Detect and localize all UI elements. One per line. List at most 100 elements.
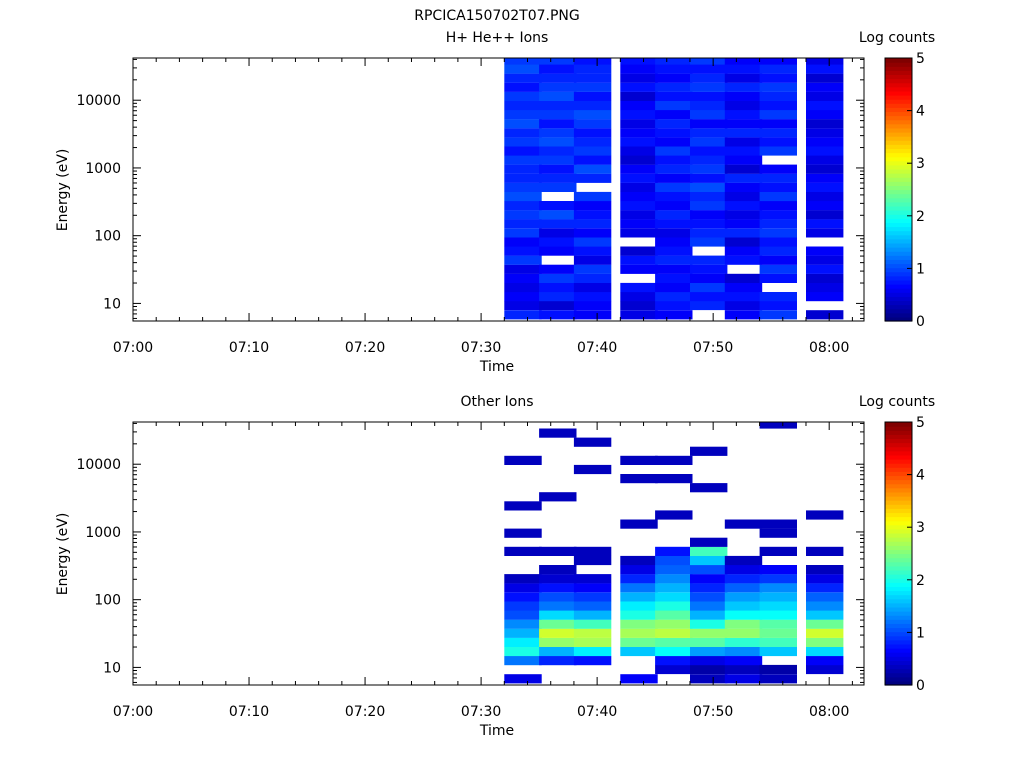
heatmap-cell: [504, 273, 542, 283]
colorbar-swatch: [885, 78, 912, 84]
heatmap-cell: [539, 610, 577, 620]
heatmap-cell: [539, 628, 577, 638]
heatmap-cell: [620, 637, 658, 647]
colorbar-swatch: [885, 197, 912, 203]
heatmap-cell: [806, 100, 844, 111]
heatmap-cell: [620, 82, 658, 92]
heatmap-cell: [759, 528, 797, 538]
x-tick-label: 07:20: [345, 704, 385, 720]
heatmap-cell: [655, 273, 693, 283]
heatmap-cell: [806, 574, 844, 584]
heatmap-cell: [724, 610, 763, 620]
heatmap-cell: [806, 282, 844, 293]
heatmap-cell: [759, 237, 797, 247]
heatmap-cell: [806, 128, 844, 138]
heatmap-cell: [504, 546, 542, 556]
heatmap-cell: [573, 164, 612, 174]
heatmap-cell: [655, 619, 693, 629]
heatmap-cell: [539, 583, 577, 593]
colorbar-swatch: [885, 561, 912, 567]
heatmap-cell: [573, 82, 612, 92]
colorbar-swatch: [885, 454, 912, 460]
heatmap-cell: [504, 219, 542, 229]
heatmap-cell: [620, 91, 658, 101]
heatmap-cell: [724, 555, 763, 566]
heatmap-cell: [539, 300, 577, 311]
heatmap-cells: [504, 422, 844, 684]
heatmap-cell: [806, 601, 844, 611]
heatmap-cell: [806, 73, 844, 83]
colorbar-swatch: [885, 205, 912, 211]
heatmap-cell: [504, 182, 542, 192]
colorbar-swatch: [885, 193, 912, 199]
heatmap-cell: [759, 173, 797, 183]
heatmap-cell: [806, 264, 844, 274]
colorbar-swatch: [885, 234, 912, 240]
colorbar-swatch: [885, 144, 912, 150]
heatmap-cell: [620, 292, 658, 302]
heatmap-cell: [690, 228, 728, 238]
heatmap-cell: [655, 255, 693, 265]
heatmap-cell: [690, 592, 728, 602]
heatmap-cell: [759, 58, 797, 65]
x-tick-label: 07:30: [461, 704, 501, 720]
heatmap-cell: [724, 628, 763, 638]
heatmap-cell: [620, 201, 658, 211]
heatmap-cell: [690, 210, 728, 220]
heatmap-cell: [655, 282, 693, 293]
heatmap-cell: [759, 546, 797, 556]
figure-title: RPCICA150702T07.PNG: [414, 8, 579, 24]
heatmap-cell: [504, 282, 542, 293]
heatmap-cell: [539, 210, 577, 220]
colorbar-swatch: [885, 590, 912, 596]
heatmap-cell: [620, 146, 658, 156]
heatmap-cell: [724, 191, 763, 202]
heatmap-cell: [655, 510, 693, 520]
heatmap-cell: [655, 173, 693, 183]
colorbar-swatch: [885, 284, 912, 289]
heatmap-cell: [759, 191, 797, 202]
colorbar-swatch: [885, 463, 912, 468]
colorbar-swatch: [885, 308, 912, 314]
colorbar-swatch: [885, 545, 912, 550]
colorbar-swatch: [885, 189, 912, 195]
heatmap-cell: [620, 164, 658, 174]
heatmap-cell: [504, 656, 542, 666]
colorbar-swatch: [885, 643, 912, 649]
colorbar-tick-label: 5: [916, 51, 925, 67]
heatmap-cell: [724, 137, 763, 147]
heatmap-cell: [573, 300, 612, 311]
colorbar-swatch: [885, 316, 912, 322]
heatmap-cell: [724, 228, 763, 238]
heatmap-cell: [759, 574, 797, 584]
heatmap-cell: [620, 565, 658, 575]
heatmap-cell: [655, 64, 693, 74]
heatmap-cell: [655, 210, 693, 220]
heatmap-cell: [539, 64, 577, 74]
heatmap-cell: [806, 510, 844, 520]
colorbar-swatch: [885, 119, 912, 125]
heatmap-cell: [690, 58, 728, 65]
heatmap-cell: [724, 646, 763, 657]
colorbar-swatch: [885, 181, 912, 186]
heatmap-cell: [724, 173, 763, 183]
heatmap-cell: [690, 610, 728, 620]
heatmap-cell: [759, 292, 797, 302]
heatmap-cell: [759, 91, 797, 101]
heatmap-cell: [504, 310, 542, 320]
colorbar-swatch: [885, 201, 912, 207]
heatmap-cell: [690, 601, 728, 611]
y-tick-label: 10: [103, 296, 121, 312]
heatmap-cell: [690, 119, 728, 129]
colorbar-swatch: [885, 660, 912, 666]
colorbar-swatch: [885, 668, 912, 674]
colorbar-swatch: [885, 635, 912, 641]
colorbar-swatch: [885, 263, 912, 269]
heatmap-cell: [539, 164, 577, 174]
colorbar-swatch: [885, 107, 912, 113]
y-axis-label: Energy (eV): [55, 149, 71, 232]
heatmap-cell: [690, 73, 728, 83]
heatmap-cell: [573, 555, 612, 566]
x-axis: 07:00 07:10 07:20 07:30 07:40 07:50 08:00: [113, 58, 853, 356]
heatmap-cell: [620, 73, 658, 83]
